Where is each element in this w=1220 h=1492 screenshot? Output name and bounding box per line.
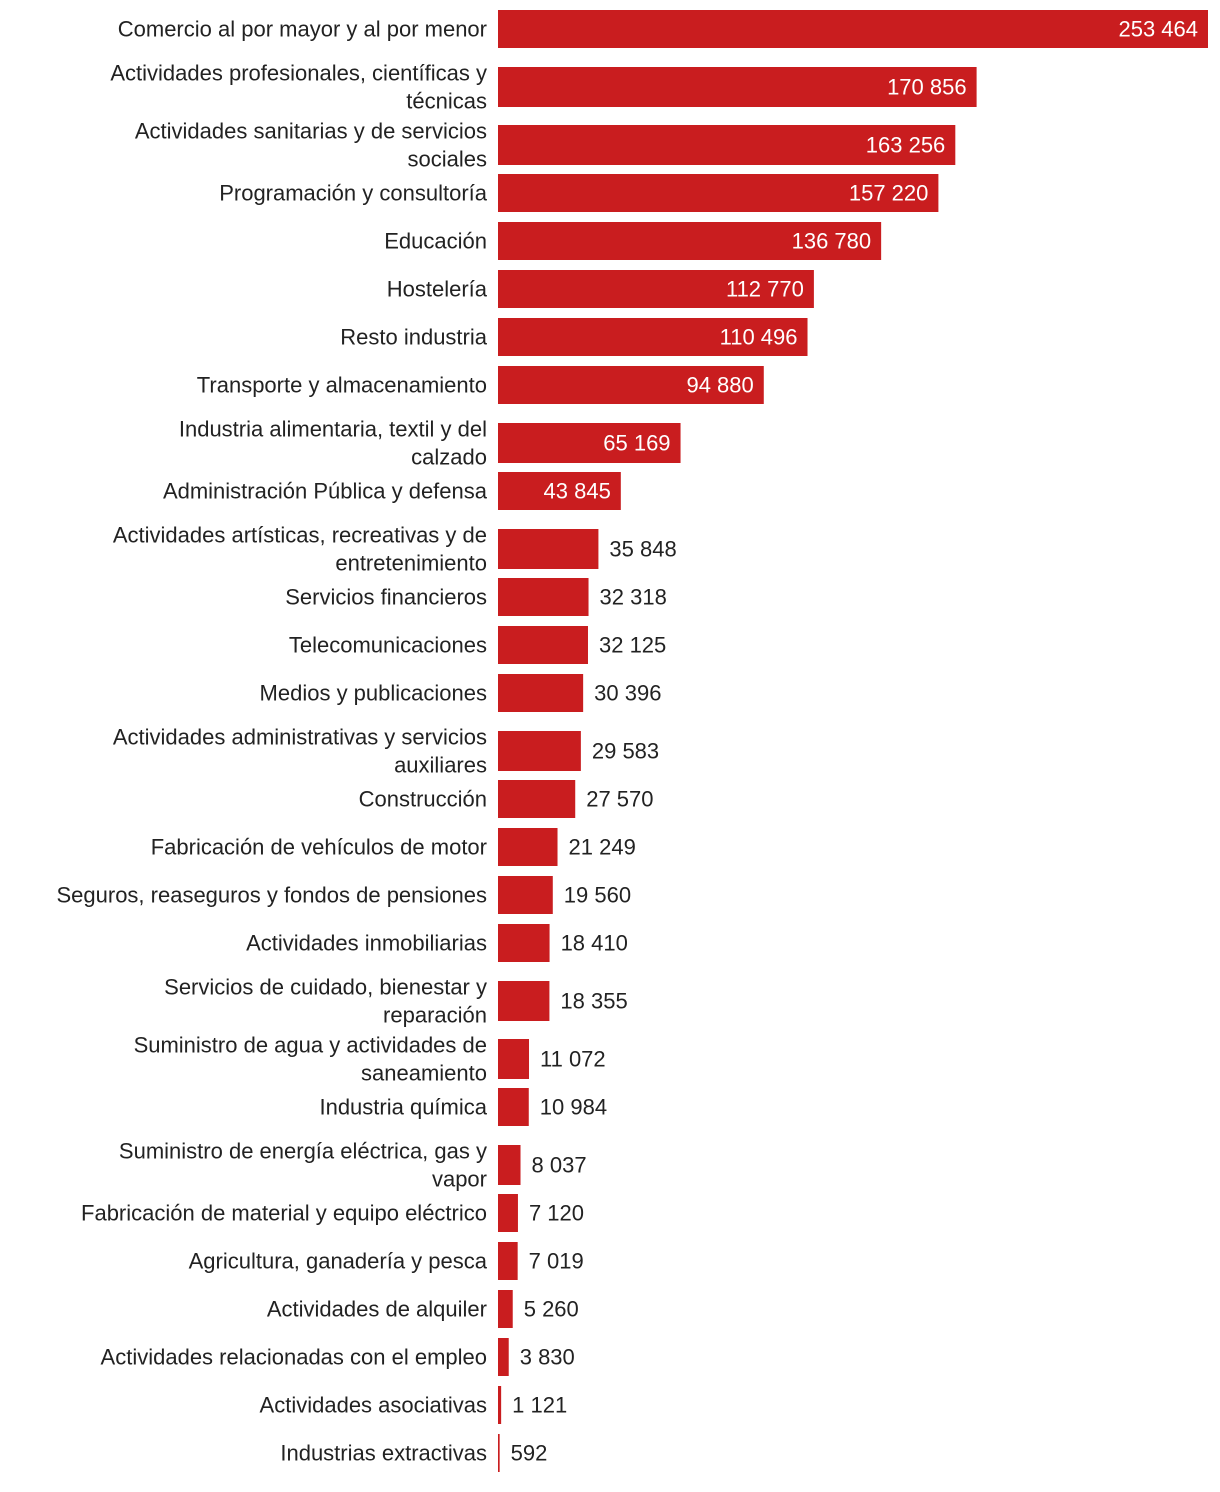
bar xyxy=(498,1145,521,1185)
category-label: Suministro de agua y actividades de sanea… xyxy=(134,1033,487,1086)
category-label: Industrias extractivas xyxy=(280,1441,487,1466)
category-labels-group: Comercio al por mayor y al por menor Acti… xyxy=(56,17,487,1466)
bar xyxy=(498,174,939,212)
value-label: 157 220 xyxy=(849,181,929,206)
value-label: 5 260 xyxy=(524,1297,579,1322)
value-label: 10 984 xyxy=(540,1095,607,1120)
value-label: 136 780 xyxy=(792,229,872,254)
bar xyxy=(498,674,584,712)
category-label: Hostelería xyxy=(387,277,488,302)
value-label: 35 848 xyxy=(609,537,676,562)
value-label: 65 169 xyxy=(603,431,670,456)
category-label: Actividades sanitarias y de servicios soc… xyxy=(135,119,487,172)
value-label: 110 496 xyxy=(720,325,798,350)
bar xyxy=(498,1434,500,1472)
bar xyxy=(498,318,808,356)
category-label: Fabricación de vehículos de motor xyxy=(151,835,487,860)
bar xyxy=(498,423,681,463)
bar xyxy=(498,10,1208,48)
category-label: Transporte y almacenamiento xyxy=(197,373,487,398)
category-label: Resto industria xyxy=(340,325,488,350)
category-label: Agricultura, ganadería y pesca xyxy=(189,1249,488,1274)
category-label: Educación xyxy=(384,229,487,254)
category-label: Programación y consultoría xyxy=(219,181,488,206)
category-label: Servicios financieros xyxy=(285,585,487,610)
value-label: 32 318 xyxy=(600,585,667,610)
category-label: Seguros, reaseguros y fondos de pensione… xyxy=(56,883,487,908)
value-label: 29 583 xyxy=(592,739,659,764)
category-label: Actividades relacionadas con el empleo xyxy=(101,1345,487,1370)
value-label: 112 770 xyxy=(726,277,804,302)
bar xyxy=(498,1386,502,1424)
category-label: Comercio al por mayor y al por menor xyxy=(118,17,487,42)
bar xyxy=(498,270,814,308)
bar xyxy=(498,876,553,914)
value-label: 19 560 xyxy=(564,883,631,908)
value-label: 253 464 xyxy=(1118,17,1198,42)
value-label: 7 019 xyxy=(529,1249,584,1274)
bar xyxy=(498,731,581,771)
category-label: Medios y publicaciones xyxy=(260,681,487,706)
category-label: Suministro de energía eléctrica, gas y va… xyxy=(119,1139,487,1192)
value-label: 18 355 xyxy=(560,989,627,1014)
category-label: Fabricación de material y equipo eléctri… xyxy=(81,1201,487,1226)
category-label: Construcción xyxy=(359,787,487,812)
value-label: 1 121 xyxy=(512,1393,567,1418)
bar xyxy=(498,828,558,866)
value-label: 11 072 xyxy=(540,1047,606,1072)
bars-group xyxy=(498,10,1208,1472)
bar xyxy=(498,529,599,569)
category-label: Actividades profesionales, científicas y… xyxy=(110,61,487,114)
value-label: 170 856 xyxy=(887,75,967,100)
value-label: 30 396 xyxy=(594,681,661,706)
category-label: Actividades administrativas y servicios a… xyxy=(113,725,487,778)
category-label: Actividades de alquiler xyxy=(267,1297,487,1322)
bar xyxy=(498,67,977,107)
bar xyxy=(498,578,589,616)
bar xyxy=(498,125,956,165)
category-label: Servicios de cuidado, bienestar y reparac… xyxy=(164,975,487,1028)
value-label: 18 410 xyxy=(561,931,628,956)
bar xyxy=(498,1039,530,1079)
bar xyxy=(498,366,764,404)
value-label: 592 xyxy=(511,1441,548,1466)
bar xyxy=(498,924,550,962)
value-label: 3 830 xyxy=(520,1345,575,1370)
bar xyxy=(498,780,576,818)
bar xyxy=(498,222,882,260)
value-label: 7 120 xyxy=(529,1201,584,1226)
value-label: 27 570 xyxy=(586,787,653,812)
bar xyxy=(498,626,588,664)
bar xyxy=(498,472,621,510)
value-label: 43 845 xyxy=(544,479,611,504)
category-label: Actividades inmobiliarias xyxy=(246,931,487,956)
category-label: Telecomunicaciones xyxy=(289,633,487,658)
value-label: 163 256 xyxy=(866,133,946,158)
category-label: Actividades asociativas xyxy=(260,1393,487,1418)
category-label: Industria alimentaria, textil y del calza… xyxy=(179,417,487,470)
category-label: Administración Pública y defensa xyxy=(163,479,488,504)
bar xyxy=(498,1338,509,1376)
bar xyxy=(498,1088,529,1126)
bar xyxy=(498,981,550,1021)
bar xyxy=(498,1242,518,1280)
value-label: 32 125 xyxy=(599,633,666,658)
bar xyxy=(498,1194,518,1232)
bar xyxy=(498,1290,513,1328)
category-label: Industria química xyxy=(319,1095,487,1120)
value-labels-group: 253 464 170 856 163 256 157 220 136 780 112 7… xyxy=(511,17,1198,1466)
value-label: 94 880 xyxy=(686,373,753,398)
value-label: 21 249 xyxy=(569,835,636,860)
value-label: 8 037 xyxy=(532,1153,587,1178)
category-label: Actividades artísticas, recreativas y de… xyxy=(113,523,487,576)
